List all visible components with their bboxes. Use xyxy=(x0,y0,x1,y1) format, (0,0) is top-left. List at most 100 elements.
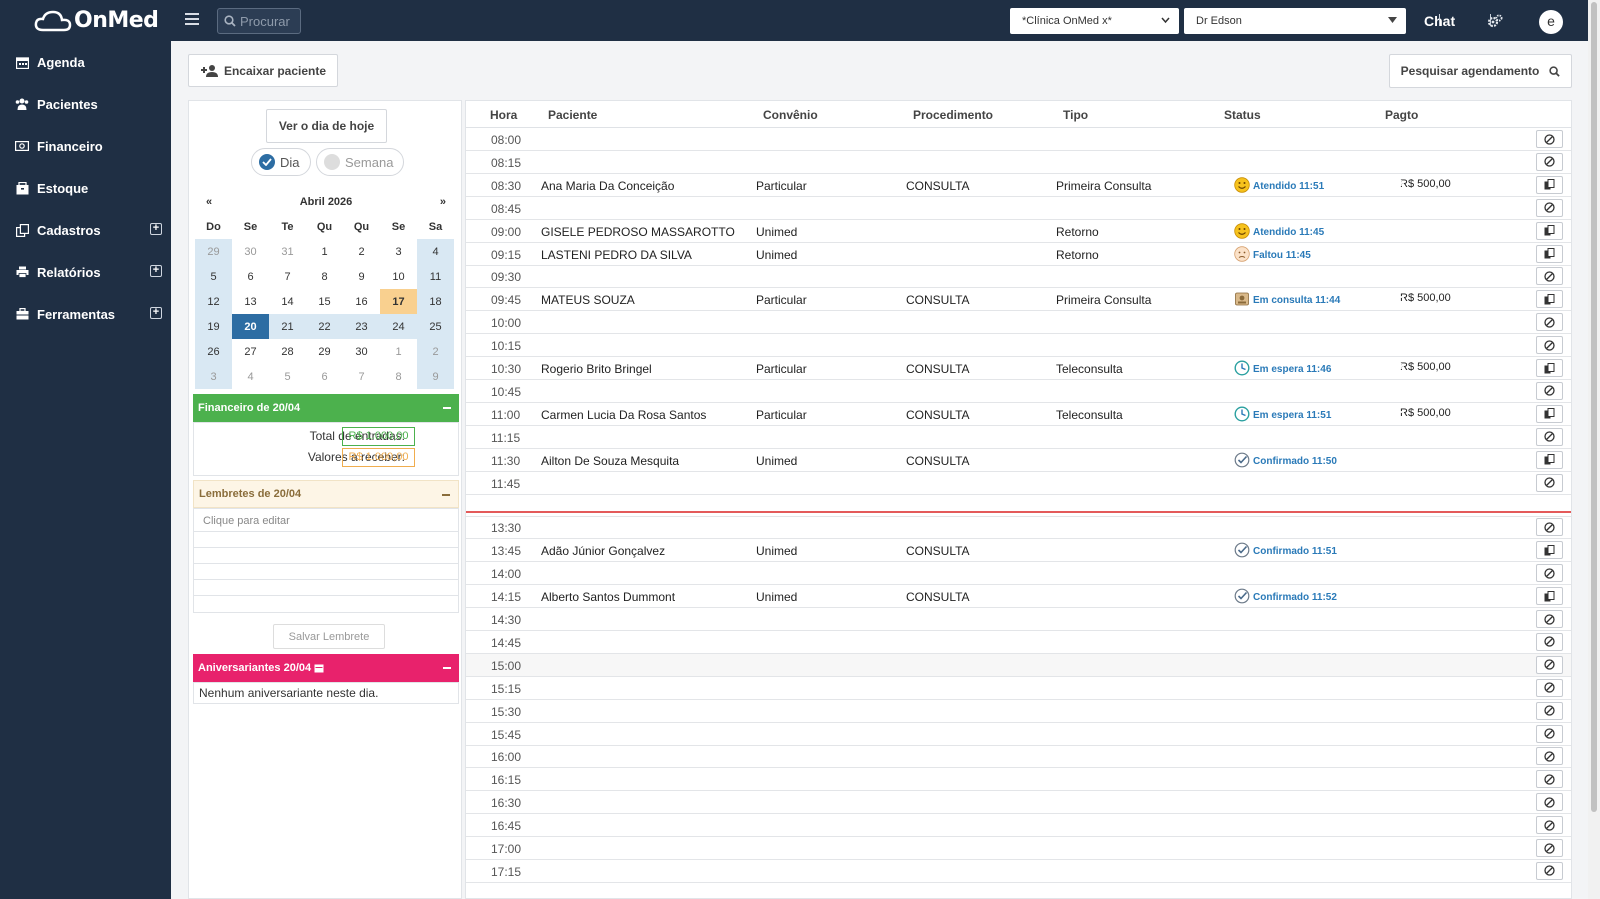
calendar-day[interactable]: 9 xyxy=(358,270,365,283)
calendar-day[interactable]: 9 xyxy=(417,364,454,389)
block-slot-button[interactable] xyxy=(1536,701,1563,720)
block-slot-button[interactable] xyxy=(1536,518,1563,537)
row-paciente[interactable]: GISELE PEDROSO MASSAROTTO xyxy=(541,224,735,239)
calendar-day[interactable]: 18 xyxy=(417,289,454,314)
block-slot-button[interactable] xyxy=(1536,793,1563,812)
block-slot-button[interactable] xyxy=(1536,770,1563,789)
table-row[interactable]: 14:15 Alberto Santos Dummont Unimed CONSULT… xyxy=(466,585,1571,609)
calendar-day[interactable]: 29 xyxy=(318,345,331,358)
calendar-day[interactable]: 26 xyxy=(195,339,232,364)
minus-icon[interactable] xyxy=(443,667,451,669)
calendar-day[interactable]: 23 xyxy=(343,314,380,339)
block-slot-button[interactable] xyxy=(1536,152,1563,171)
calendar-day[interactable]: 15 xyxy=(318,295,331,308)
search-input[interactable] xyxy=(240,13,295,29)
minus-icon[interactable] xyxy=(443,407,451,409)
table-row[interactable]: 17:15 xyxy=(466,860,1571,883)
copy-appointment-button[interactable] xyxy=(1536,290,1563,309)
table-row[interactable]: 10:45 xyxy=(466,380,1571,403)
sidebar-item-relatrios[interactable]: Relatórios + xyxy=(0,251,171,293)
row-status[interactable]: Confirmado 11:50 xyxy=(1234,452,1337,471)
table-row[interactable]: 16:45 xyxy=(466,814,1571,838)
search-box[interactable] xyxy=(217,8,301,34)
calendar-day[interactable]: 12 xyxy=(195,289,232,314)
row-status[interactable]: Atendido 11:51 xyxy=(1234,177,1324,196)
table-row[interactable]: 10:00 xyxy=(466,311,1571,335)
table-row[interactable]: 10:15 xyxy=(466,334,1571,358)
table-row[interactable]: 08:00 xyxy=(466,128,1571,151)
copy-appointment-button[interactable] xyxy=(1536,359,1563,377)
calendar-day[interactable]: 31 xyxy=(281,245,294,258)
row-pagto[interactable]: R$ 500,00 xyxy=(1396,178,1451,190)
row-paciente[interactable]: Ailton De Souza Mesquita xyxy=(541,453,680,468)
menu-toggle-icon[interactable] xyxy=(185,13,199,25)
row-paciente[interactable]: LASTENI PEDRO DA SILVA xyxy=(541,247,692,262)
calendar-day[interactable]: 4 xyxy=(247,370,254,383)
calendar-day[interactable]: 2 xyxy=(358,245,365,258)
block-slot-button[interactable] xyxy=(1536,610,1563,628)
block-slot-button[interactable] xyxy=(1536,267,1563,286)
calendar-day[interactable]: 13 xyxy=(244,295,257,308)
calendar-day[interactable]: 6 xyxy=(247,270,254,283)
row-paciente[interactable]: Alberto Santos Dummont xyxy=(541,590,676,605)
calendar-day[interactable]: 27 xyxy=(244,345,257,358)
block-slot-button[interactable] xyxy=(1536,198,1563,217)
row-paciente[interactable]: Adão Júnior Gonçalvez xyxy=(541,544,666,559)
table-row[interactable]: 14:45 xyxy=(466,631,1571,654)
row-pagto[interactable]: R$ 500,00 xyxy=(1396,292,1451,304)
calendar-day[interactable]: 14 xyxy=(281,295,294,308)
table-row[interactable]: 09:30 xyxy=(466,265,1571,289)
minus-icon[interactable] xyxy=(442,494,450,496)
block-slot-button[interactable] xyxy=(1536,861,1563,880)
copy-appointment-button[interactable] xyxy=(1536,244,1563,263)
salvar-lembrete-button[interactable]: Salvar Lembrete xyxy=(273,624,385,649)
expand-icon[interactable]: + xyxy=(150,307,162,319)
table-row[interactable]: 15:45 xyxy=(466,723,1571,746)
sidebar-item-financeiro[interactable]: Financeiro xyxy=(0,125,171,167)
row-pagto[interactable]: R$ 500,00 xyxy=(1396,361,1451,373)
block-slot-button[interactable] xyxy=(1536,564,1563,583)
table-row[interactable]: 11:45 xyxy=(466,472,1571,495)
table-row[interactable]: 11:30 Ailton De Souza Mesquita Unimed CONSU… xyxy=(466,449,1571,472)
table-row[interactable]: 16:00 xyxy=(466,745,1571,769)
aniversariantes-panel-header[interactable]: Aniversariantes 20/04 xyxy=(193,654,459,682)
row-status[interactable]: Atendido 11:45 xyxy=(1234,222,1324,242)
block-slot-button[interactable] xyxy=(1536,130,1563,148)
table-row[interactable]: 15:00 xyxy=(466,653,1571,677)
calendar-day[interactable]: 21 xyxy=(269,314,306,339)
calendar-day[interactable]: 6 xyxy=(321,370,328,383)
copy-appointment-button[interactable] xyxy=(1536,221,1563,240)
today-button[interactable]: Ver o dia de hoje xyxy=(266,109,387,143)
calendar-day[interactable]: 24 xyxy=(380,314,417,339)
block-slot-button[interactable] xyxy=(1536,655,1563,674)
table-row[interactable]: 14:30 xyxy=(466,608,1571,631)
gears-icon[interactable] xyxy=(1487,14,1503,28)
view-week-toggle[interactable]: Semana xyxy=(316,148,404,176)
encaixar-paciente-button[interactable]: Encaixar paciente xyxy=(188,54,338,87)
logo[interactable]: OnMed xyxy=(0,0,171,41)
calendar-day[interactable]: 29 xyxy=(195,239,232,264)
calendar-day[interactable]: 20 xyxy=(232,314,269,339)
table-row[interactable]: 11:00 Carmen Lucia Da Rosa Santos Particul… xyxy=(466,403,1571,426)
expand-icon[interactable]: + xyxy=(150,223,162,235)
block-slot-button[interactable] xyxy=(1536,336,1563,355)
row-pagto[interactable]: R$ 500,00 xyxy=(1396,407,1451,419)
table-row[interactable]: 10:30 Rogerio Brito Bringel Particular CONS… xyxy=(466,357,1571,380)
sidebar-item-cadastros[interactable]: Cadastros + xyxy=(0,209,171,251)
calendar-day[interactable]: 16 xyxy=(355,295,368,308)
lembretes-panel-header[interactable]: Lembretes de 20/04 xyxy=(193,480,459,508)
calendar-day[interactable]: 10 xyxy=(392,270,405,283)
block-slot-button[interactable] xyxy=(1536,313,1563,332)
page-scrollbar[interactable] xyxy=(1588,0,1600,899)
block-slot-button[interactable] xyxy=(1536,678,1563,697)
table-row[interactable]: 08:45 xyxy=(466,197,1571,220)
block-slot-button[interactable] xyxy=(1536,724,1563,743)
calendar-day[interactable]: 5 xyxy=(195,264,232,289)
calendar-prev-button[interactable]: « xyxy=(206,196,213,208)
block-slot-button[interactable] xyxy=(1536,473,1563,492)
table-row[interactable]: 11:15 xyxy=(466,426,1571,449)
expand-icon[interactable]: + xyxy=(150,265,162,277)
calendar-day[interactable]: 30 xyxy=(244,245,257,258)
lembretes-textarea[interactable]: Clique para editar xyxy=(193,508,459,613)
sidebar-item-pacientes[interactable]: Pacientes xyxy=(0,83,171,125)
